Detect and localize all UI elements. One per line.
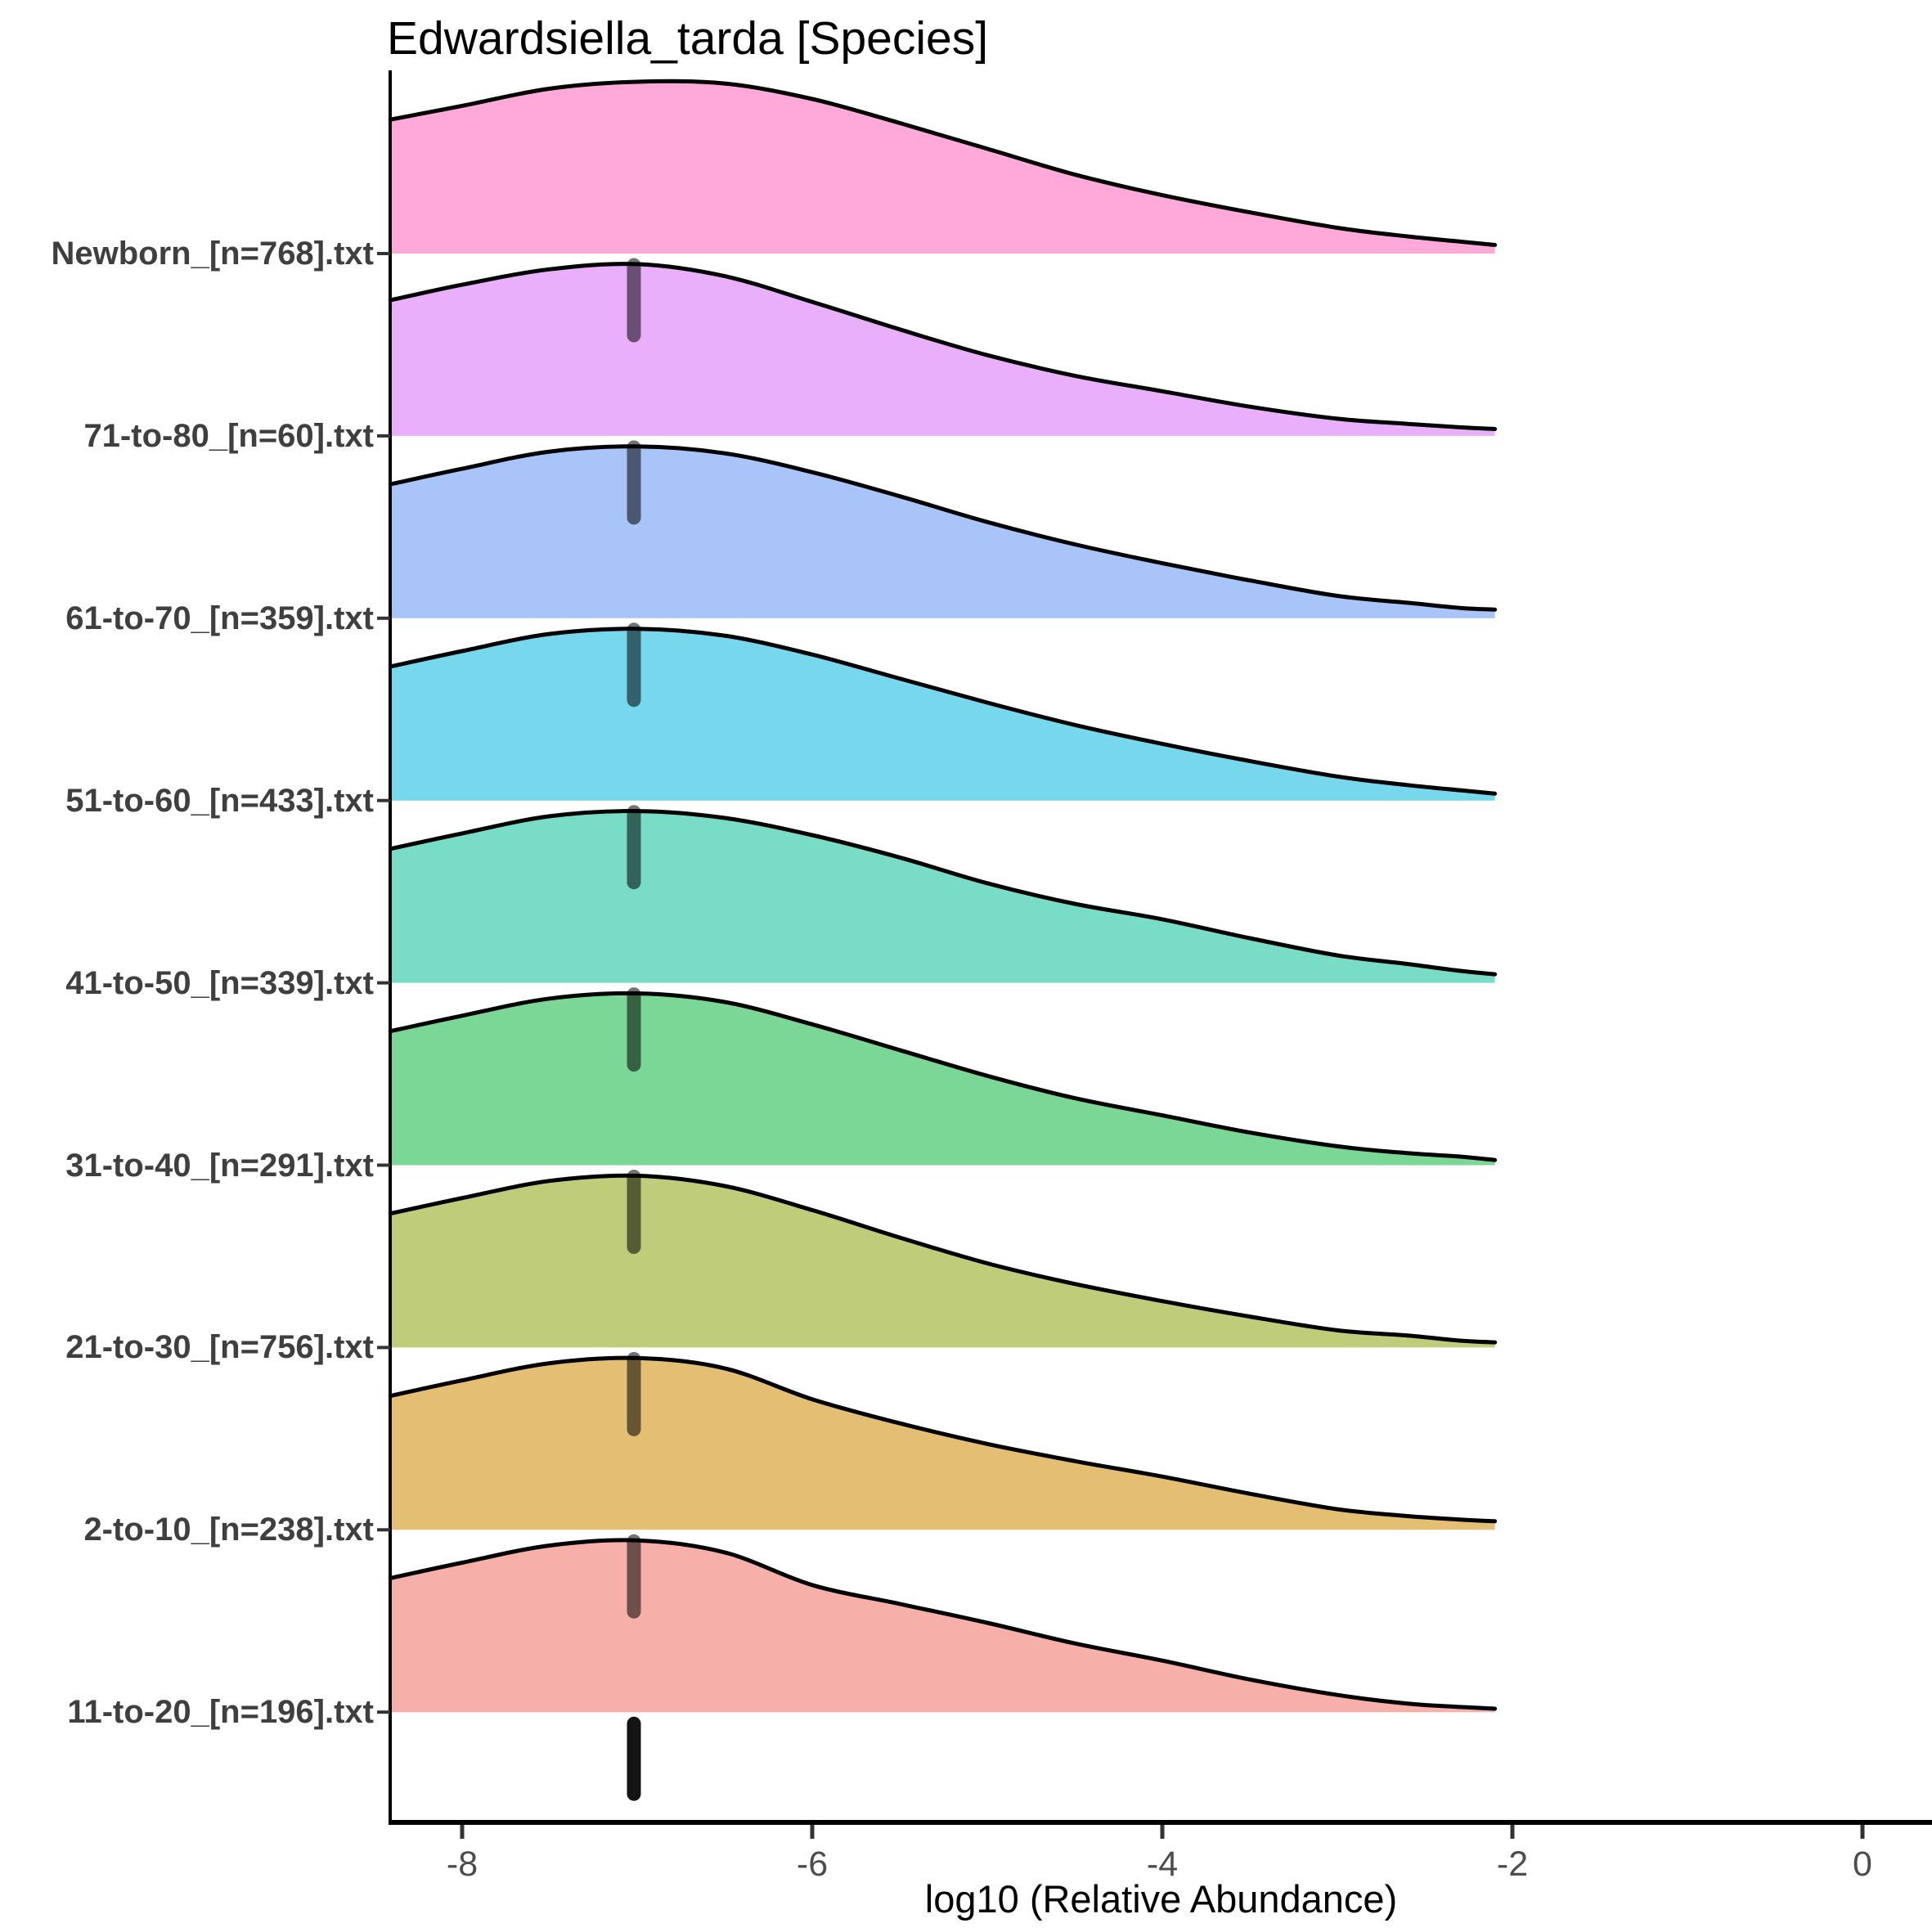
density-outline xyxy=(388,1173,1498,1345)
density-outline xyxy=(388,262,1498,431)
density-ridge xyxy=(390,263,1495,436)
y-axis-category-label: 2-to-10_[n=238].txt xyxy=(83,1512,374,1548)
density-outline xyxy=(388,1355,1498,1524)
y-axis-category-label: 51-to-60_[n=433].txt xyxy=(65,782,374,819)
y-axis-category-label: 21-to-30_[n=756].txt xyxy=(65,1329,374,1366)
density-ridge xyxy=(390,1175,1495,1348)
density-outline xyxy=(388,991,1498,1162)
density-ridge xyxy=(390,1358,1495,1530)
x-axis-tick-label: -2 xyxy=(1496,1844,1529,1884)
chart-title: Edwardsiella_tarda [Species] xyxy=(387,12,989,65)
y-axis-category-label: 31-to-40_[n=291].txt xyxy=(65,1147,374,1184)
y-axis-category-label: Newborn_[n=768].txt xyxy=(51,236,374,272)
x-axis-tick-label: -6 xyxy=(796,1844,829,1884)
density-ridge xyxy=(390,811,1495,983)
x-axis-tick-label: -4 xyxy=(1146,1844,1179,1884)
density-ridge xyxy=(390,1539,1495,1713)
density-ridge xyxy=(390,993,1495,1166)
x-axis-tick-label: -8 xyxy=(446,1844,479,1884)
density-ridge xyxy=(390,81,1495,254)
x-axis-tick-label: 0 xyxy=(1853,1844,1872,1884)
y-axis-category-label: 61-to-70_[n=359].txt xyxy=(65,600,374,636)
density-ridge xyxy=(390,446,1495,618)
density-ridge xyxy=(390,628,1495,801)
y-axis-category-label: 11-to-20_[n=196].txt xyxy=(67,1694,374,1731)
y-axis-category-label: 71-to-80_[n=60].txt xyxy=(83,417,374,454)
y-axis-category-label: 41-to-50_[n=339].txt xyxy=(65,964,374,1001)
x-axis-title: log10 (Relative Abundance) xyxy=(924,1877,1398,1921)
density-outline xyxy=(388,627,1498,796)
density-outline xyxy=(388,79,1498,247)
density-outline xyxy=(388,1538,1498,1711)
density-outline xyxy=(388,444,1498,612)
density-outline xyxy=(388,809,1498,977)
